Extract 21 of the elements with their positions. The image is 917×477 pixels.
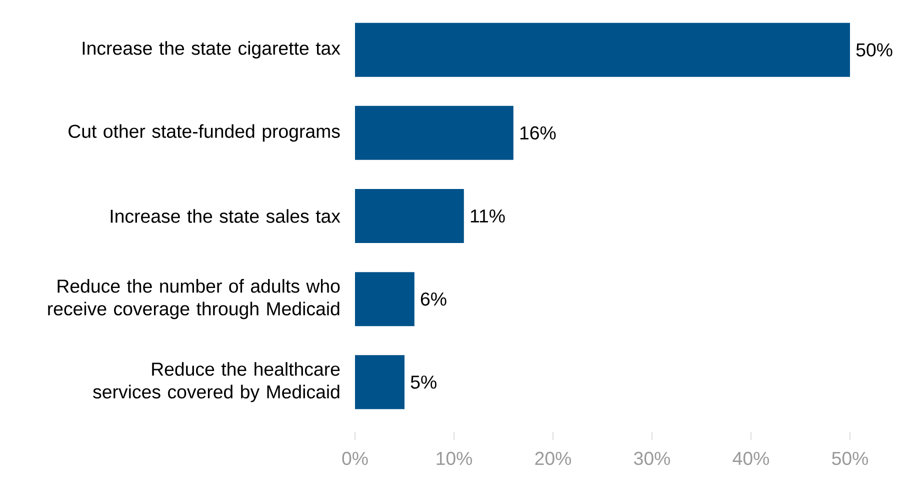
y-tick-label: Reduce the healthcare services covered by Medicaid <box>93 362 340 402</box>
y-tick-label: Increase the state cigarette tax <box>82 41 340 59</box>
data-label: 16% <box>520 126 556 140</box>
y-tick-label: Reduce the number of adults who receive coverage through Medicaid <box>48 279 340 320</box>
y-tick-label: Cut other state-funded programs <box>68 124 340 142</box>
data-label: 5% <box>410 376 436 389</box>
bar <box>355 355 404 410</box>
x-tick-label: 10% <box>436 452 472 466</box>
x-tick-label: 40% <box>732 452 770 466</box>
x-tick-label: 30% <box>634 452 670 466</box>
data-label: 50% <box>856 43 892 56</box>
data-label: 11% <box>470 209 505 223</box>
y-tick-label: Increase the state sales tax <box>110 209 340 223</box>
x-tick-label: 0% <box>342 452 368 466</box>
bar <box>355 22 850 77</box>
data-label: 6% <box>420 292 446 306</box>
bar <box>355 189 464 243</box>
x-tick-label: 50% <box>832 452 868 466</box>
bar <box>355 272 414 326</box>
x-tick-label: 20% <box>535 452 572 466</box>
bar <box>355 106 514 160</box>
